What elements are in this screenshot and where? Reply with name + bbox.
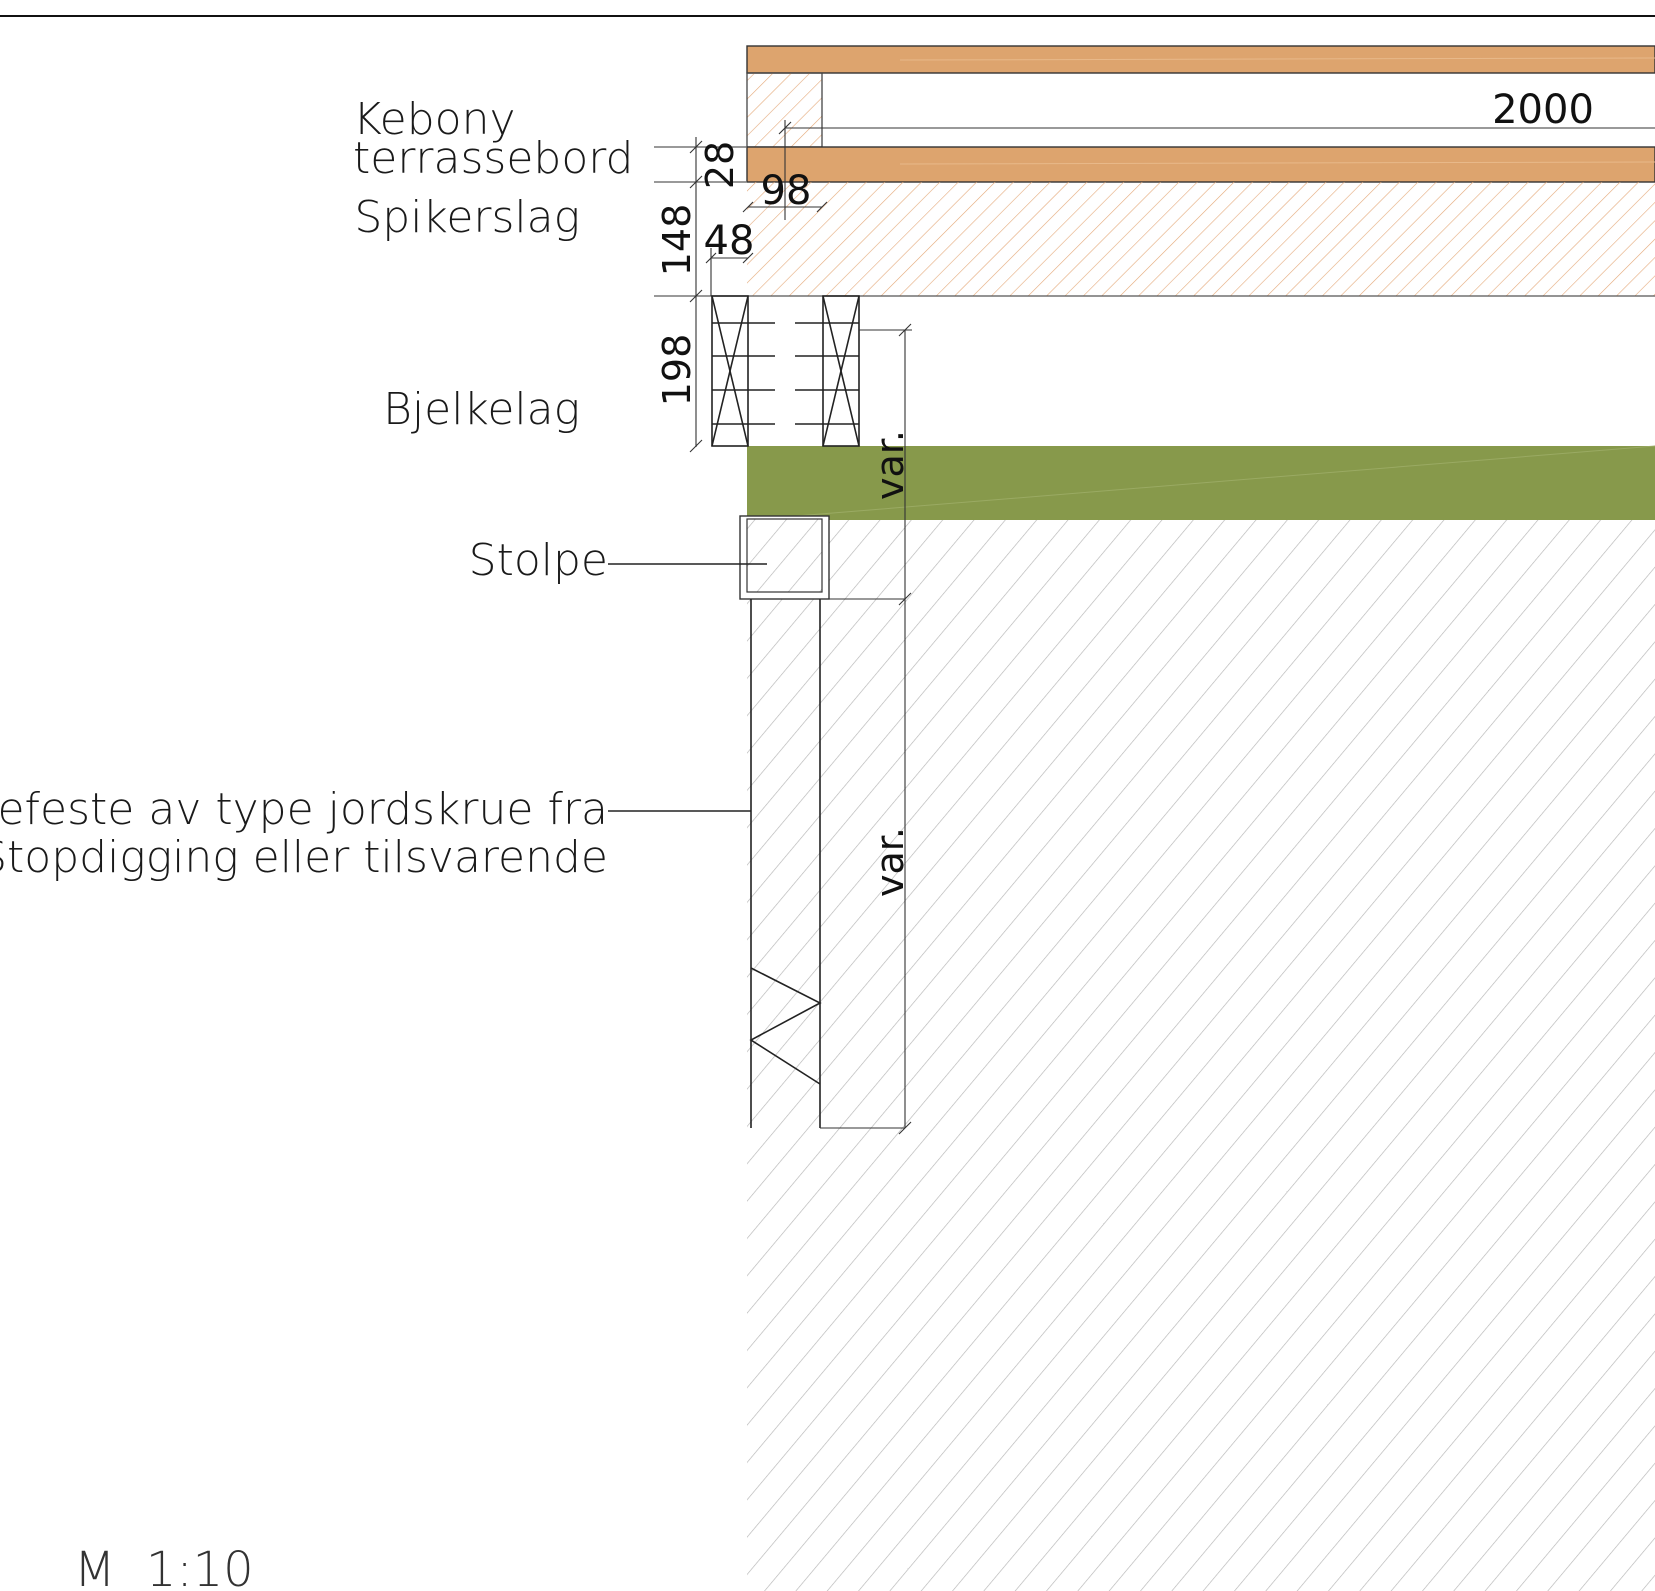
dimension-joist-height-value: 198	[655, 334, 699, 407]
dimension-board-width: 98	[742, 168, 828, 214]
board-end-section	[746, 72, 823, 148]
dimension-board-width-value: 98	[761, 168, 812, 214]
label-decking-line2: terrassebord	[353, 133, 633, 184]
decking-board-main	[746, 146, 1655, 183]
label-post: Stolpe	[469, 535, 608, 586]
label-joist-layer: Bjelkelag	[383, 384, 580, 435]
dimension-nailing-height-value: 148	[655, 204, 699, 277]
label-post-anchor-line2: Stopdigging eller tilsvarende	[0, 832, 608, 883]
scale-label: M 1:10	[74, 1542, 254, 1591]
ground-screw-anchor	[749, 598, 905, 1129]
dimension-board-thickness-value: 28	[698, 141, 742, 189]
soil-section	[747, 519, 1655, 1591]
dimension-var-upper	[859, 323, 912, 606]
nailing-layer-section	[711, 182, 1655, 297]
joist-bolts	[712, 322, 859, 425]
label-nailing-layer: Spikerslag	[354, 192, 580, 243]
dimension-var-lower-value: var.	[868, 827, 912, 897]
grass-layer	[746, 445, 1655, 521]
joist-right	[822, 295, 860, 447]
dimension-span-value: 2000	[1492, 87, 1594, 133]
post-element	[739, 515, 830, 600]
dimension-span: 2000	[778, 87, 1655, 220]
dimension-nailing-width: 48	[704, 218, 755, 296]
decking-board-top	[746, 45, 1655, 74]
label-post-anchor-line1: Stolpefeste av type jordskrue fra	[0, 784, 608, 835]
label-decking-line1: Kebony	[353, 94, 516, 145]
dimension-vertical-chain	[654, 137, 746, 453]
dimension-var-lower	[898, 599, 912, 1135]
joist-left	[711, 295, 749, 447]
dimension-var-upper-value: var.	[868, 430, 912, 500]
dimension-nailing-width-value: 48	[704, 218, 755, 264]
